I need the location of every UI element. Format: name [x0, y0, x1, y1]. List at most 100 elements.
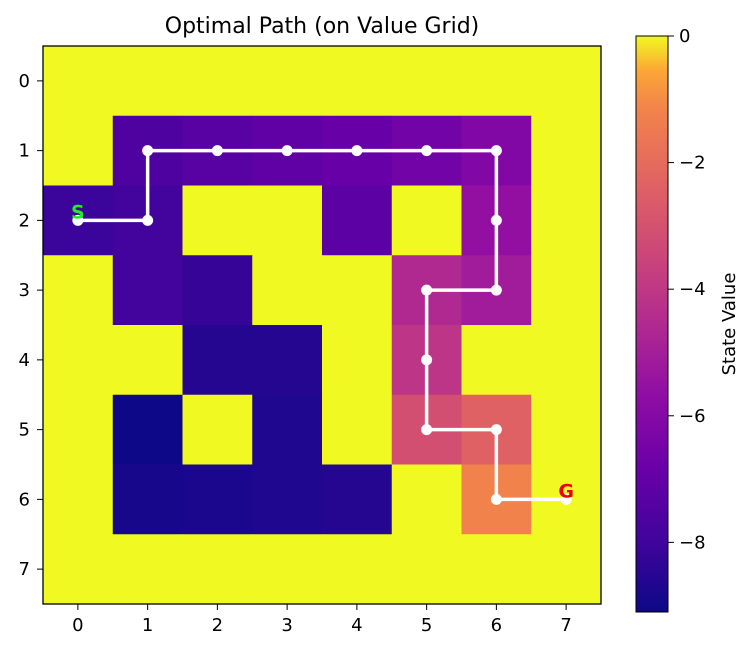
heatmap-cell: [531, 534, 602, 605]
heatmap-cell: [252, 255, 323, 326]
x-axis: 0 1 2 3 4 5 6 7: [72, 604, 572, 636]
heatmap-cell: [322, 534, 393, 605]
heatmap-cell: [252, 534, 323, 605]
y-tick-label: 2: [19, 210, 30, 231]
heatmap-cell: [112, 464, 183, 535]
heatmap-cells: [43, 46, 602, 605]
path-point: [490, 493, 502, 505]
heatmap-cell: [391, 534, 462, 605]
colorbar-label: State Value: [719, 273, 740, 376]
path-line: [77, 148, 567, 502]
heatmap-cell: [252, 325, 323, 396]
path-point: [142, 145, 154, 157]
heatmap-cell: [531, 394, 602, 465]
heatmap-cell: [322, 325, 393, 396]
path-point: [421, 284, 433, 296]
y-tick-label: 1: [19, 141, 30, 162]
path-point: [211, 145, 223, 157]
path-point: [72, 214, 84, 226]
path-point: [490, 424, 502, 436]
y-tick-label: 5: [19, 420, 30, 441]
colorbar-tick-label: −2: [679, 153, 706, 174]
path-point: [490, 145, 502, 157]
chart-title: Optimal Path (on Value Grid): [165, 14, 480, 39]
heatmap-cell: [531, 46, 602, 117]
heatmap-cell: [182, 534, 253, 605]
heatmap-cell: [182, 185, 253, 256]
path-point: [421, 145, 433, 157]
path-point: [142, 214, 154, 226]
heatmap-cell: [252, 185, 323, 256]
y-tick-label: 6: [19, 489, 30, 510]
goal-marker-label: G: [558, 480, 574, 502]
heatmap-cell: [43, 534, 114, 605]
x-tick-label: 6: [491, 615, 502, 636]
start-marker-label: S: [71, 201, 85, 223]
x-tick-label: 7: [560, 615, 571, 636]
colorbar: 0 −2 −4 −6 −8 State Value: [635, 26, 740, 613]
heatmap-cell: [391, 46, 462, 117]
heatmap-cell: [182, 394, 253, 465]
colorbar-tick-label: 0: [679, 26, 690, 47]
heatmap-cell: [391, 185, 462, 256]
x-tick-label: 0: [72, 615, 83, 636]
path-point: [351, 145, 363, 157]
heatmap-cell: [322, 46, 393, 117]
colorbar-tick-label: −8: [679, 532, 706, 553]
path-point: [490, 214, 502, 226]
path-point: [281, 145, 293, 157]
path-point: [490, 284, 502, 296]
heatmap-cell: [182, 325, 253, 396]
heatmap-cell: [391, 464, 462, 535]
colorbar-ticks: 0 −2 −4 −6 −8: [668, 26, 706, 553]
heatmap-cell: [461, 46, 532, 117]
path-point: [560, 493, 572, 505]
colorbar-tick-label: −6: [679, 406, 706, 427]
heatmap-cell: [112, 46, 183, 117]
start-goal-markers: SG: [71, 201, 574, 502]
path-point: [421, 424, 433, 436]
heatmap-cell: [322, 394, 393, 465]
colorbar-gradient: [635, 35, 669, 613]
heatmap-cell: [252, 464, 323, 535]
x-tick-label: 4: [351, 615, 362, 636]
heatmap-cell: [112, 534, 183, 605]
heatmap-cell: [43, 255, 114, 326]
heatmap-cell: [43, 325, 114, 396]
heatmap-cell: [182, 464, 253, 535]
y-tick-label: 3: [19, 280, 30, 301]
heatmap-cell: [112, 394, 183, 465]
x-tick-label: 1: [142, 615, 153, 636]
heatmap-cell: [112, 255, 183, 326]
y-tick-label: 4: [19, 350, 30, 371]
heatmap-cell: [531, 325, 602, 396]
heatmap-cell: [43, 46, 114, 117]
heatmap-cell: [322, 464, 393, 535]
heatmap-cell: [112, 325, 183, 396]
x-tick-label: 3: [281, 615, 292, 636]
optimal-path: [72, 145, 572, 505]
colorbar-tick-label: −4: [679, 279, 706, 300]
y-tick-label: 7: [19, 559, 30, 580]
heatmap-cell: [43, 464, 114, 535]
plot-frame: [42, 45, 602, 605]
y-tick-label: 0: [19, 71, 30, 92]
heatmap-cell: [182, 46, 253, 117]
x-tick-label: 2: [212, 615, 223, 636]
heatmap-cell: [252, 394, 323, 465]
heatmap-cell: [322, 255, 393, 326]
path-point: [421, 354, 433, 366]
heatmap-cell: [322, 185, 393, 256]
y-axis: 0 1 2 3 4 5 6 7: [19, 71, 43, 580]
x-tick-label: 5: [421, 615, 432, 636]
heatmap-cell: [531, 185, 602, 256]
heatmap-cell: [252, 46, 323, 117]
heatmap-cell: [461, 325, 532, 396]
heatmap-cell: [182, 255, 253, 326]
heatmap-cell: [43, 115, 114, 186]
heatmap-cell: [531, 115, 602, 186]
heatmap-cell: [461, 534, 532, 605]
heatmap-cell: [43, 394, 114, 465]
heatmap-cell: [531, 255, 602, 326]
